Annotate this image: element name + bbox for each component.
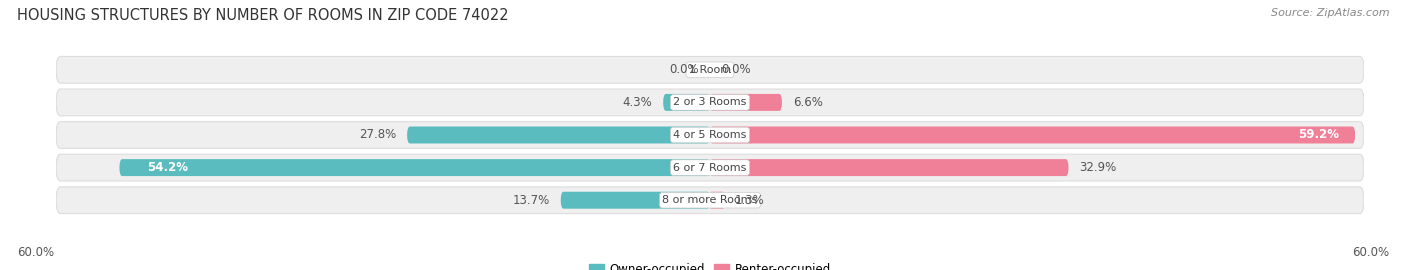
FancyBboxPatch shape xyxy=(56,56,1364,83)
Text: 2 or 3 Rooms: 2 or 3 Rooms xyxy=(673,97,747,107)
FancyBboxPatch shape xyxy=(120,159,710,176)
Text: Source: ZipAtlas.com: Source: ZipAtlas.com xyxy=(1271,8,1389,18)
FancyBboxPatch shape xyxy=(56,89,1364,116)
FancyBboxPatch shape xyxy=(710,159,1069,176)
Text: 4 or 5 Rooms: 4 or 5 Rooms xyxy=(673,130,747,140)
FancyBboxPatch shape xyxy=(710,94,782,111)
FancyBboxPatch shape xyxy=(56,187,1364,214)
FancyBboxPatch shape xyxy=(710,127,1355,143)
Text: 1 Room: 1 Room xyxy=(689,65,731,75)
FancyBboxPatch shape xyxy=(408,127,710,143)
Text: 32.9%: 32.9% xyxy=(1080,161,1116,174)
Text: 8 or more Rooms: 8 or more Rooms xyxy=(662,195,758,205)
Text: 59.2%: 59.2% xyxy=(1298,129,1339,141)
FancyBboxPatch shape xyxy=(56,122,1364,148)
Text: 13.7%: 13.7% xyxy=(513,194,550,207)
Text: 1.3%: 1.3% xyxy=(735,194,765,207)
FancyBboxPatch shape xyxy=(561,192,710,209)
Legend: Owner-occupied, Renter-occupied: Owner-occupied, Renter-occupied xyxy=(585,259,835,270)
Text: 6 or 7 Rooms: 6 or 7 Rooms xyxy=(673,163,747,173)
Text: 60.0%: 60.0% xyxy=(17,246,53,259)
Text: HOUSING STRUCTURES BY NUMBER OF ROOMS IN ZIP CODE 74022: HOUSING STRUCTURES BY NUMBER OF ROOMS IN… xyxy=(17,8,509,23)
FancyBboxPatch shape xyxy=(710,192,724,209)
Text: 6.6%: 6.6% xyxy=(793,96,823,109)
Text: 0.0%: 0.0% xyxy=(669,63,699,76)
FancyBboxPatch shape xyxy=(56,154,1364,181)
Text: 60.0%: 60.0% xyxy=(1353,246,1389,259)
FancyBboxPatch shape xyxy=(664,94,710,111)
Text: 54.2%: 54.2% xyxy=(146,161,187,174)
Text: 27.8%: 27.8% xyxy=(359,129,396,141)
Text: 0.0%: 0.0% xyxy=(721,63,751,76)
Text: 4.3%: 4.3% xyxy=(623,96,652,109)
